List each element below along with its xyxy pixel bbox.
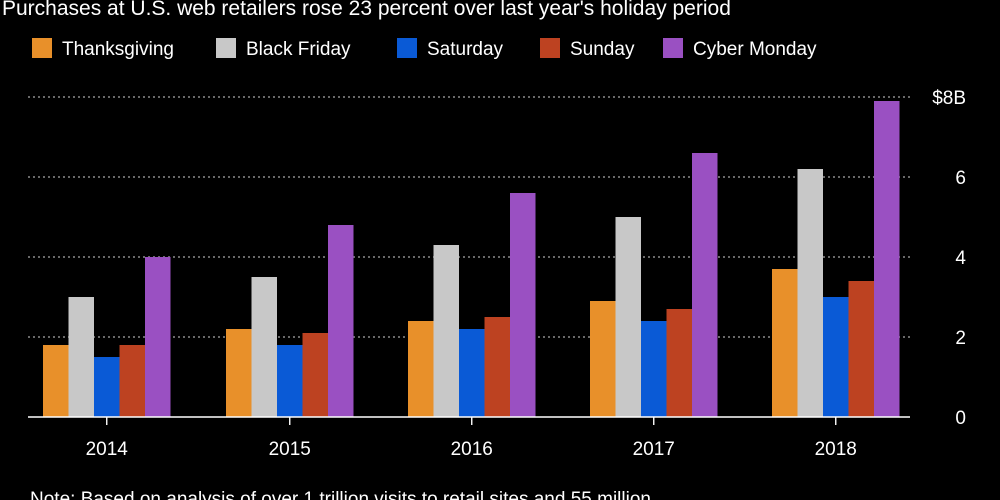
legend-swatch-black-friday: [216, 38, 236, 58]
bar-saturday-2016: [459, 329, 485, 417]
legend-swatch-cyber-monday: [663, 38, 683, 58]
bar-thanksgiving-2017: [590, 301, 616, 417]
x-tick-label-2015: 2015: [269, 439, 311, 460]
bar-saturday-2018: [823, 297, 849, 417]
bar-sunday-2018: [848, 281, 874, 417]
bar-group-2015: [226, 225, 354, 417]
bar-cyber-monday-2017: [692, 153, 718, 417]
x-tick-label-2016: 2016: [451, 439, 493, 460]
x-tick-label-2018: 2018: [815, 439, 857, 460]
bar-sunday-2016: [484, 317, 510, 417]
bar-thanksgiving-2014: [43, 345, 69, 417]
y-tick-label-2: 2: [955, 328, 966, 349]
legend: Thanksgiving Black Friday Saturday Sunday Cy…: [32, 38, 817, 60]
bar-thanksgiving-2015: [226, 329, 252, 417]
bar-group-2016: [408, 193, 536, 417]
bar-saturday-2015: [277, 345, 303, 417]
bar-thanksgiving-2018: [772, 269, 798, 417]
legend-label-black-friday: Black Friday: [246, 39, 351, 60]
legend-item-cyber-monday: Cyber Monday: [663, 38, 817, 60]
bar-black-friday-2016: [433, 245, 459, 417]
bar-group-2014: [43, 257, 171, 417]
legend-item-saturday: Saturday: [397, 38, 504, 60]
y-tick-label-4: 4: [955, 248, 966, 269]
legend-item-sunday: Sunday: [540, 38, 635, 60]
legend-label-saturday: Saturday: [427, 39, 504, 60]
bar-sunday-2015: [302, 333, 328, 417]
legend-label-sunday: Sunday: [570, 39, 635, 60]
bar-cyber-monday-2015: [328, 225, 354, 417]
legend-item-thanksgiving: Thanksgiving: [32, 38, 174, 60]
x-tick-label-2017: 2017: [633, 439, 675, 460]
bar-group-2018: [772, 101, 900, 417]
y-axis: 0 2 4 6 $8B: [932, 88, 966, 429]
bar-sunday-2017: [666, 309, 692, 417]
x-tick-label-2014: 2014: [86, 439, 129, 460]
bar-group-2017: [590, 153, 718, 417]
y-tick-label-0: 0: [955, 408, 966, 429]
bars: [43, 101, 900, 417]
bar-cyber-monday-2014: [145, 257, 171, 417]
bar-black-friday-2018: [797, 169, 823, 417]
chart-note: Note: Based on analysis of over 1 trilli…: [30, 489, 651, 500]
bar-black-friday-2015: [251, 277, 277, 417]
legend-swatch-sunday: [540, 38, 560, 58]
bar-saturday-2017: [641, 321, 667, 417]
bar-black-friday-2014: [68, 297, 94, 417]
legend-label-cyber-monday: Cyber Monday: [693, 39, 817, 60]
x-axis: 2014 2015 2016 2017 2018: [28, 416, 910, 460]
legend-swatch-saturday: [397, 38, 417, 58]
bar-black-friday-2017: [615, 217, 641, 417]
bar-thanksgiving-2016: [408, 321, 434, 417]
legend-item-black-friday: Black Friday: [216, 38, 351, 60]
legend-label-thanksgiving: Thanksgiving: [62, 39, 174, 60]
bar-cyber-monday-2018: [874, 101, 900, 417]
y-tick-label-8b: $8B: [932, 88, 966, 109]
y-tick-label-6: 6: [955, 168, 966, 189]
chart-subtitle: Purchases at U.S. web retailers rose 23 …: [2, 0, 731, 20]
bar-sunday-2014: [119, 345, 145, 417]
legend-swatch-thanksgiving: [32, 38, 52, 58]
bar-saturday-2014: [94, 357, 120, 417]
bar-cyber-monday-2016: [510, 193, 536, 417]
